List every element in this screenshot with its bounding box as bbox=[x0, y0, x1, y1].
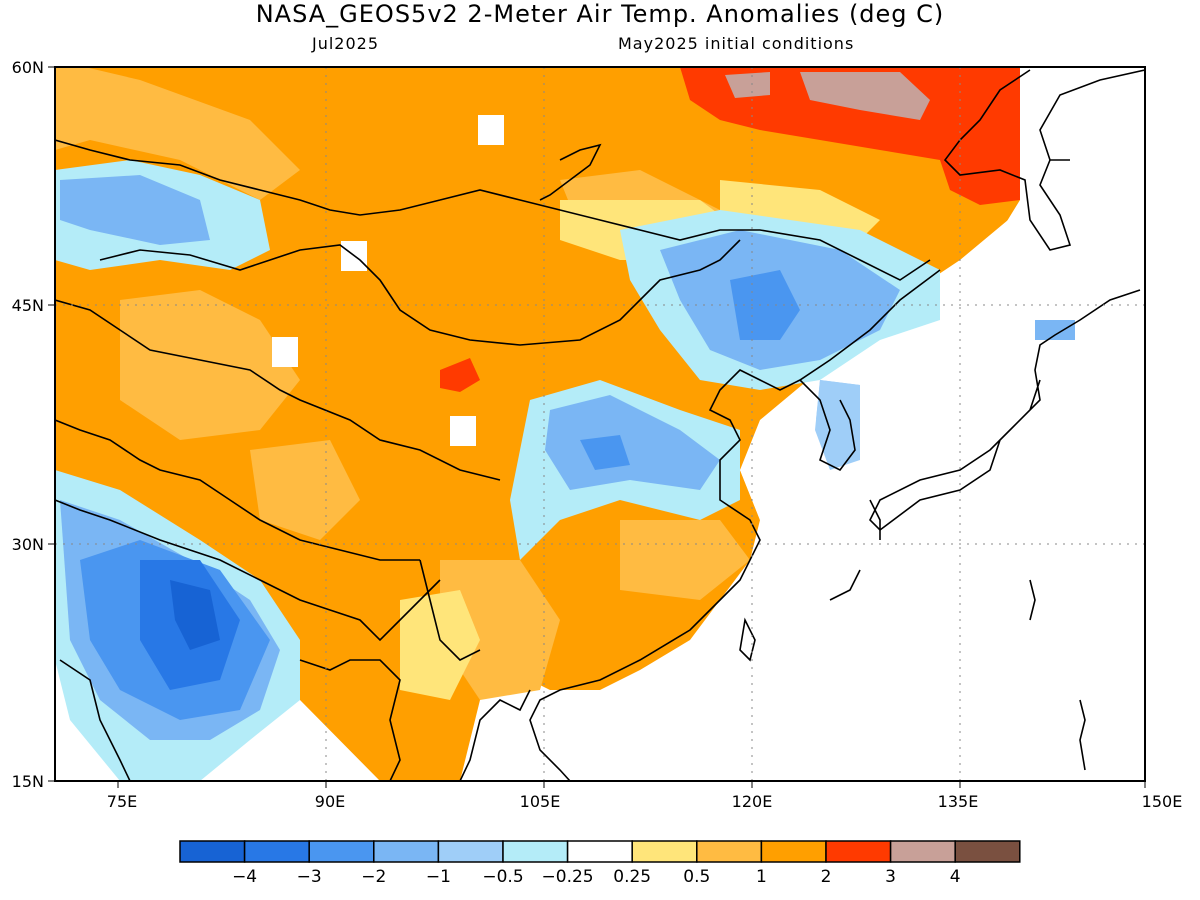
colorbar-swatch bbox=[179, 840, 246, 863]
colorbar-swatch bbox=[825, 840, 892, 863]
lat-label-60n: 60N bbox=[12, 58, 44, 77]
lon-label-120e: 120E bbox=[732, 792, 773, 811]
colorbar-label: −3 bbox=[297, 867, 322, 887]
colorbar-label: −1 bbox=[426, 867, 451, 887]
colorbar-swatch bbox=[502, 840, 569, 863]
colorbar-label: 2 bbox=[821, 867, 832, 887]
colorbar: −4 −3 −2 −1 −0.5 −0.25 0.25 0.5 1 2 3 4 bbox=[179, 840, 1021, 887]
coastlines-and-borders bbox=[55, 69, 1145, 781]
colorbar-label: −2 bbox=[361, 867, 386, 887]
lon-label-90e: 90E bbox=[315, 792, 345, 811]
lon-label-75e: 75E bbox=[107, 792, 137, 811]
colorbar-swatch bbox=[373, 840, 440, 863]
colorbar-label: 4 bbox=[950, 867, 961, 887]
colorbar-label: 3 bbox=[885, 867, 896, 887]
colorbar-label: 0.5 bbox=[683, 867, 710, 887]
colorbar-label: −0.5 bbox=[482, 867, 523, 887]
colorbar-label: −0.25 bbox=[542, 867, 594, 887]
anomaly-field bbox=[55, 67, 1145, 781]
colorbar-swatch bbox=[243, 840, 310, 863]
colorbar-label: −4 bbox=[232, 867, 257, 887]
map-title: NASA_GEOS5v2 2-Meter Air Temp. Anomalies… bbox=[255, 0, 945, 28]
colorbar-label: 1 bbox=[756, 867, 767, 887]
colorbar-swatch bbox=[696, 840, 763, 863]
lat-label-30n: 30N bbox=[12, 535, 44, 554]
forecast-month: Jul2025 bbox=[312, 34, 380, 53]
lat-label-45n: 45N bbox=[12, 296, 44, 315]
lon-label-150e: 150E bbox=[1142, 792, 1183, 811]
colorbar-swatch bbox=[631, 840, 698, 863]
colorbar-swatch bbox=[437, 840, 504, 863]
colorbar-swatch bbox=[308, 840, 375, 863]
map-frame bbox=[54, 66, 1146, 782]
lat-label-15n: 15N bbox=[12, 772, 44, 791]
gridlines bbox=[55, 67, 1145, 781]
colorbar-swatch bbox=[566, 840, 633, 863]
lat-axis: 60N 45N 30N 15N bbox=[12, 58, 55, 791]
colorbar-swatch bbox=[889, 840, 956, 863]
initial-conditions-label: May2025 initial conditions bbox=[618, 34, 855, 53]
lon-label-135e: 135E bbox=[938, 792, 979, 811]
lon-label-105e: 105E bbox=[520, 792, 561, 811]
lon-axis: 75E 90E 105E 120E 135E 150E bbox=[107, 781, 1183, 811]
colorbar-swatch bbox=[760, 840, 827, 863]
colorbar-label: 0.25 bbox=[613, 867, 651, 887]
colorbar-swatch bbox=[954, 840, 1021, 863]
